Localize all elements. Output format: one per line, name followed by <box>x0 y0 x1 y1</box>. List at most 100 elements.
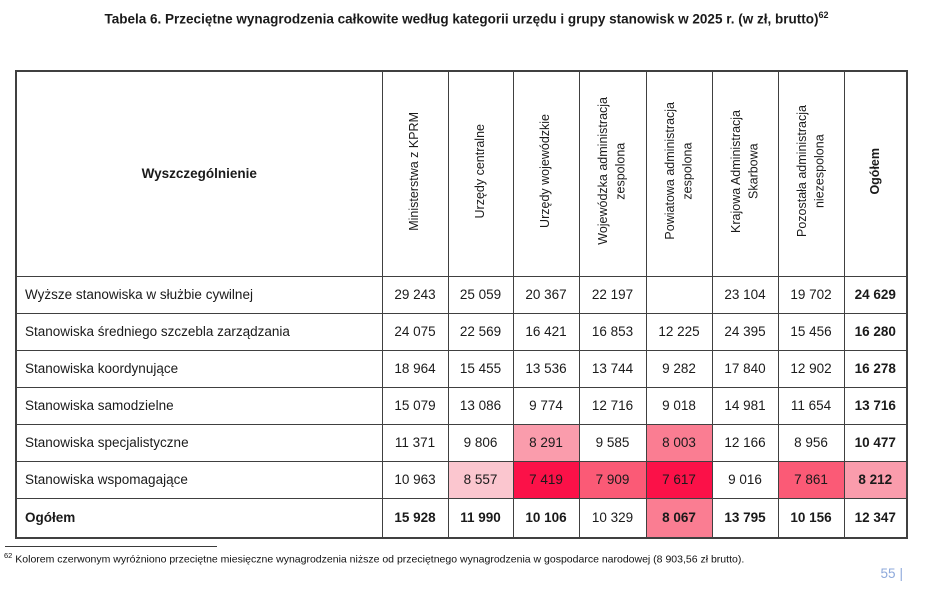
footnote-separator <box>5 546 217 547</box>
footnote-text: Kolorem czerwonym wyróżniono przeciętne … <box>15 553 745 566</box>
value-cell: 23 104 <box>711 275 779 314</box>
value-cell: 15 456 <box>777 312 845 351</box>
value-cell: 8 067 <box>645 497 713 539</box>
row-label: Stanowiska samodzielne <box>15 386 383 425</box>
table-row: Stanowiska średniego szczebla zarządzani… <box>15 312 908 351</box>
value-cell: 22 569 <box>447 312 514 351</box>
row-label: Wyższe stanowiska w służbie cywilnej <box>15 275 383 314</box>
column-header: Urzędy wojewódzkie <box>512 70 580 277</box>
value-cell: 12 225 <box>645 312 713 351</box>
value-cell: 13 795 <box>711 497 779 539</box>
value-cell: 20 367 <box>512 275 580 314</box>
column-header: Urzędy centralne <box>447 70 514 277</box>
title-footnote-ref: 62 <box>818 10 829 20</box>
value-cell: 24 629 <box>843 275 908 314</box>
value-cell: 11 990 <box>447 497 514 539</box>
table-row: Stanowiska wspomagające 10 963 8 557 7 419 7… <box>15 460 908 499</box>
value-cell: 7 617 <box>645 460 713 499</box>
value-cell: 9 016 <box>711 460 779 499</box>
column-header-label: Wojewódzka administracja zespolona <box>596 97 628 246</box>
value-cell: 9 585 <box>578 423 647 462</box>
value-cell: 9 774 <box>512 386 580 425</box>
value-cell: 22 197 <box>578 275 647 314</box>
value-cell: 10 156 <box>777 497 845 539</box>
table-row: Stanowiska koordynujące 18 964 15 455 13 53… <box>15 349 908 388</box>
value-cell: 25 059 <box>447 275 514 314</box>
salary-table-container: Wyszczególnienie Ministerstwa z KPRM Urzę… <box>15 70 908 539</box>
value-cell: 8 291 <box>512 423 580 462</box>
column-header: Pozostała administracja niezespolona <box>777 70 845 277</box>
value-cell: 24 075 <box>381 312 449 351</box>
column-header-label: Powiatowa administracja zespolona <box>662 102 695 241</box>
header-row: Wyszczególnienie Ministerstwa z KPRM Urzę… <box>15 70 908 277</box>
page-number-bar: | <box>899 566 903 581</box>
table-row: Ogółem 15 928 11 990 10 106 10 329 8 067 13 79… <box>15 497 908 539</box>
column-header-label: Pozostała administracja niezespolona <box>794 105 827 238</box>
value-cell: 24 395 <box>711 312 779 351</box>
value-cell: 13 536 <box>512 349 580 388</box>
column-header-label: Krajowa Administracja Skarbowa <box>728 109 761 233</box>
column-header-label: Urzędy wojewódzkie <box>538 114 553 229</box>
column-header: Powiatowa administracja zespolona <box>645 70 713 277</box>
value-cell: 9 806 <box>447 423 514 462</box>
value-cell: 13 744 <box>578 349 647 388</box>
value-cell: 15 455 <box>447 349 514 388</box>
table-body: Wyższe stanowiska w służbie cywilnej 29 2… <box>15 275 908 539</box>
value-cell: 13 086 <box>447 386 514 425</box>
table-row: Stanowiska specjalistyczne 11 371 9 806 8 2… <box>15 423 908 462</box>
column-header-label: Urzędy centralne <box>472 124 487 219</box>
row-label: Stanowiska specjalistyczne <box>15 423 383 462</box>
value-cell: 8 212 <box>843 460 908 499</box>
value-cell: 12 902 <box>777 349 845 388</box>
value-cell: 8 557 <box>447 460 514 499</box>
row-label: Stanowiska wspomagające <box>15 460 383 499</box>
value-cell: 10 106 <box>512 497 580 539</box>
value-cell: 8 003 <box>645 423 713 462</box>
value-cell: 8 956 <box>777 423 845 462</box>
value-cell: 11 654 <box>777 386 845 425</box>
value-cell: 7 909 <box>578 460 647 499</box>
value-cell: 16 280 <box>843 312 908 351</box>
value-cell: 16 278 <box>843 349 908 388</box>
row-label: Ogółem <box>15 497 383 539</box>
table-row: Stanowiska samodzielne 15 079 13 086 9 774 1… <box>15 386 908 425</box>
value-cell: 9 018 <box>645 386 713 425</box>
value-cell: 17 840 <box>711 349 779 388</box>
value-cell: 18 964 <box>381 349 449 388</box>
value-cell: 10 477 <box>843 423 908 462</box>
value-cell: 15 928 <box>381 497 449 539</box>
row-label: Stanowiska średniego szczebla zarządzani… <box>15 312 383 351</box>
corner-header: Wyszczególnienie <box>15 70 383 277</box>
column-header: Wojewódzka administracja zespolona <box>578 70 647 277</box>
value-cell: 16 853 <box>578 312 647 351</box>
page-number-value: 55 <box>880 566 896 581</box>
page-number: 55 | <box>880 566 903 581</box>
value-cell: 9 282 <box>645 349 713 388</box>
value-cell: 19 702 <box>777 275 845 314</box>
column-header: Ministerstwa z KPRM <box>381 70 449 277</box>
value-cell: 12 716 <box>578 386 647 425</box>
value-cell: 7 419 <box>512 460 580 499</box>
value-cell: 11 371 <box>381 423 449 462</box>
column-header-label: Ogółem <box>867 147 882 195</box>
value-cell: 15 079 <box>381 386 449 425</box>
value-cell: 12 166 <box>711 423 779 462</box>
value-cell: 12 347 <box>843 497 908 539</box>
value-cell: 7 861 <box>777 460 845 499</box>
footnote-ref: 62 <box>4 551 13 560</box>
table-title-text: Tabela 6. Przeciętne wynagrodzenia całko… <box>104 11 819 27</box>
value-cell: 14 981 <box>711 386 779 425</box>
salary-table: Wyszczególnienie Ministerstwa z KPRM Urzę… <box>15 70 908 539</box>
column-header: Krajowa Administracja Skarbowa <box>711 70 779 277</box>
value-cell: 13 716 <box>843 386 908 425</box>
value-cell <box>645 275 713 314</box>
footnote: 62 Kolorem czerwonym wyróżniono przecięt… <box>4 551 924 566</box>
column-header: Ogółem <box>843 70 908 277</box>
table-title: Tabela 6. Przeciętne wynagrodzenia całko… <box>0 10 933 27</box>
value-cell: 29 243 <box>381 275 449 314</box>
table-row: Wyższe stanowiska w służbie cywilnej 29 2… <box>15 275 908 314</box>
value-cell: 16 421 <box>512 312 580 351</box>
value-cell: 10 329 <box>578 497 647 539</box>
column-header-label: Ministerstwa z KPRM <box>407 111 422 231</box>
